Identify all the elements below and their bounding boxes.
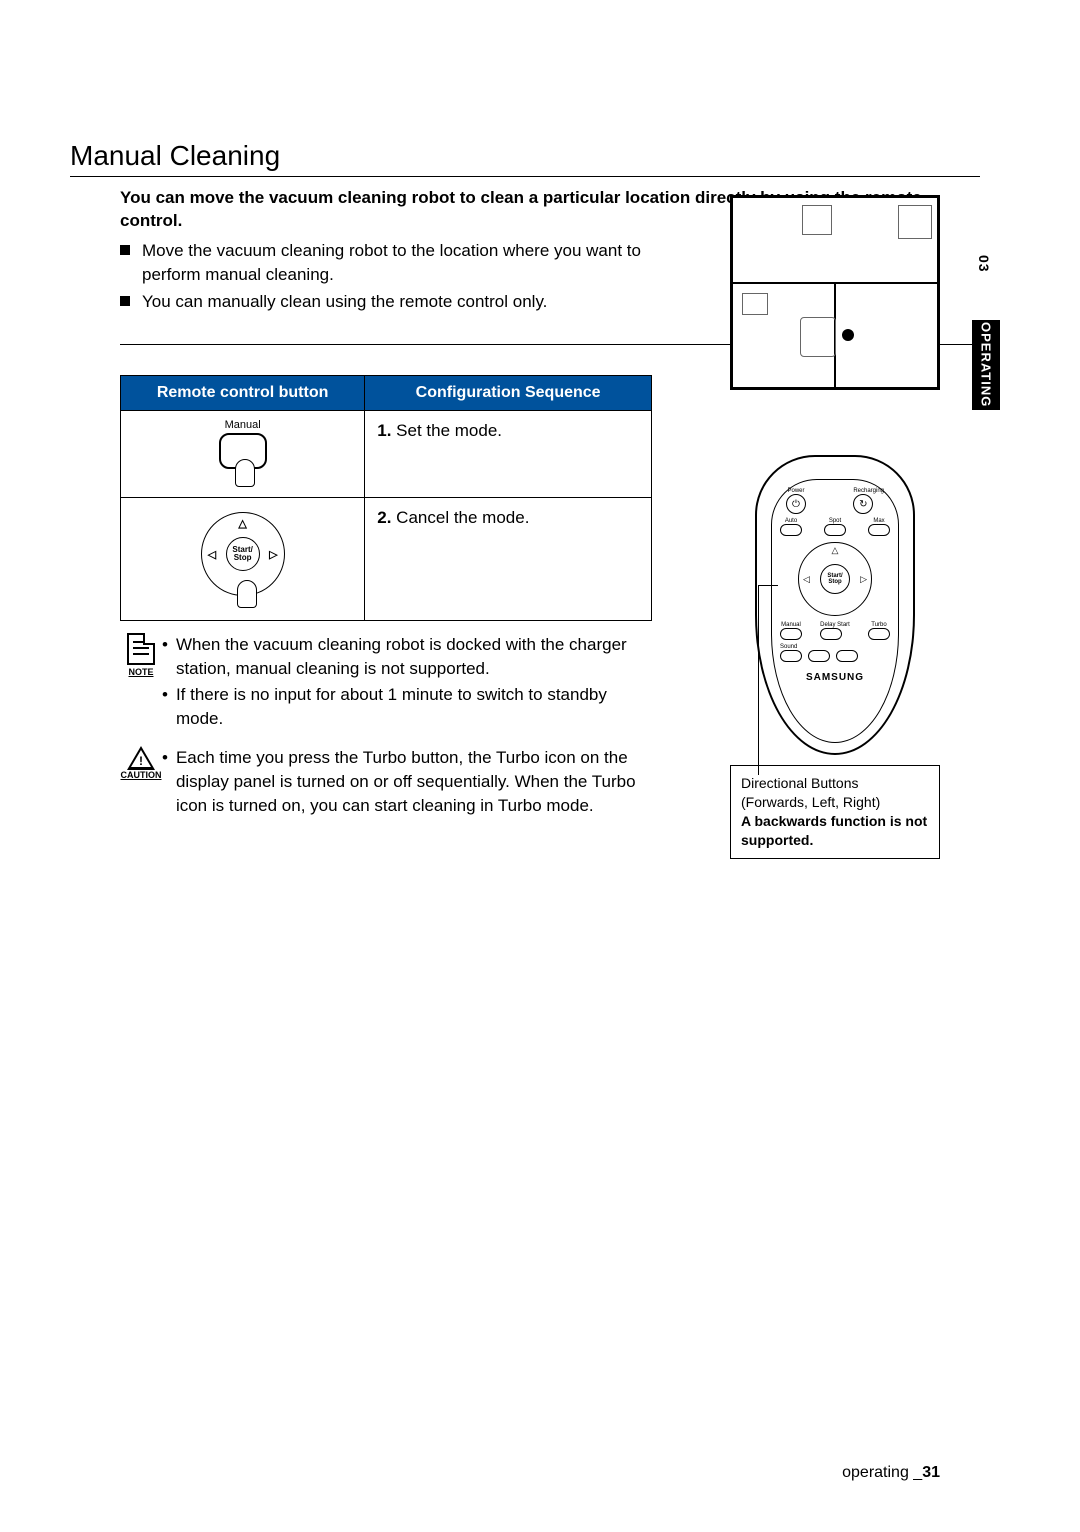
manual-button-icon xyxy=(219,433,267,469)
spot-button-icon xyxy=(824,524,846,536)
table-header: Remote control button xyxy=(121,376,365,411)
finger-press-icon xyxy=(237,580,257,608)
caution-text: Each time you press the Turbo button, th… xyxy=(176,746,642,817)
arrow-left-icon: ◁ xyxy=(803,574,810,585)
side-tab-number: 03 xyxy=(976,255,992,273)
square-bullet-icon xyxy=(120,296,130,306)
remote-label: Auto xyxy=(780,518,802,524)
turbo-button-icon xyxy=(868,628,890,640)
finger-press-icon xyxy=(235,459,255,487)
sound-button-icon xyxy=(780,650,802,662)
bullet-text: Move the vacuum cleaning robot to the lo… xyxy=(142,239,652,287)
footer-word: operating xyxy=(842,1464,909,1481)
remote-label: Turbo xyxy=(868,622,890,628)
callout-bold: A backwards function is not supported. xyxy=(741,812,929,850)
power-icon: ⏻ xyxy=(786,494,806,514)
footer-sep: _ xyxy=(913,1464,922,1481)
remote-label: Power xyxy=(786,488,806,494)
delay-button-icon xyxy=(820,628,842,640)
recharging-icon: ↻ xyxy=(853,494,873,514)
auto-button-icon xyxy=(780,524,802,536)
arrow-left-icon: ◁ xyxy=(208,548,216,561)
side-tab-label: OPERATING xyxy=(972,320,1000,410)
seq-num: 1. xyxy=(377,421,391,440)
bullet-icon: • xyxy=(162,683,168,731)
seq-text: Set the mode. xyxy=(396,421,502,440)
page-footer: operating _31 xyxy=(842,1464,940,1482)
note-label: NOTE xyxy=(120,667,162,677)
remote-label: Max xyxy=(868,518,890,524)
pill-button-icon xyxy=(836,650,858,662)
arrow-up-icon: △ xyxy=(238,517,246,530)
bullet-icon: • xyxy=(162,633,168,681)
bullet-text: You can manually clean using the remote … xyxy=(142,290,547,314)
table-header: Configuration Sequence xyxy=(365,376,652,411)
dpad-center-label: Start/ Stop xyxy=(226,537,260,571)
caution-item: • Each time you press the Turbo button, … xyxy=(162,746,642,817)
remote-label: Manual xyxy=(780,622,802,628)
footer-page: 31 xyxy=(922,1464,940,1481)
remote-label: Delay Start xyxy=(820,622,850,628)
dpad-center-label: Start/ Stop xyxy=(820,564,850,594)
callout-line xyxy=(758,585,759,775)
callout-title: Directional Buttons xyxy=(741,774,929,793)
section-title: Manual Cleaning xyxy=(70,140,980,177)
callout-line2: (Forwards, Left, Right) xyxy=(741,793,929,812)
config-table: Remote control button Configuration Sequ… xyxy=(120,375,652,621)
bullet-icon: • xyxy=(162,746,168,817)
manual-button-icon xyxy=(780,628,802,640)
remote-label: Recharging xyxy=(853,488,884,494)
arrow-up-icon: △ xyxy=(832,545,839,556)
table-row: Manual 1. Set the mode. xyxy=(121,411,652,498)
pill-button-icon xyxy=(808,650,830,662)
remote-illustration: Power ⏻ Recharging ↻ Auto Spot Max △ ◁ xyxy=(730,455,940,859)
note-text: If there is no input for about 1 minute … xyxy=(176,683,642,731)
arrow-right-icon: ▷ xyxy=(860,574,867,585)
seq-text: Cancel the mode. xyxy=(396,508,529,527)
max-button-icon xyxy=(868,524,890,536)
note-item: • If there is no input for about 1 minut… xyxy=(162,683,642,731)
brand-label: SAMSUNG xyxy=(778,672,892,683)
arrow-right-icon: ▷ xyxy=(269,548,277,561)
button-label: Manual xyxy=(125,419,360,431)
callout-line xyxy=(758,585,778,586)
caution-icon: ! xyxy=(127,746,155,770)
note-item: • When the vacuum cleaning robot is dock… xyxy=(162,633,642,681)
note-icon xyxy=(127,633,155,665)
note-text: When the vacuum cleaning robot is docked… xyxy=(176,633,642,681)
seq-num: 2. xyxy=(377,508,391,527)
table-row: △ ◁ ▷ Start/ Stop 2. Cancel the mode. xyxy=(121,498,652,621)
caution-label: CAUTION xyxy=(120,770,162,780)
square-bullet-icon xyxy=(120,245,130,255)
remote-dpad: △ ◁ ▷ Start/ Stop xyxy=(798,542,872,616)
remote-label: Spot xyxy=(824,518,846,524)
floorplan-illustration xyxy=(730,195,940,390)
callout-box: Directional Buttons (Forwards, Left, Rig… xyxy=(730,765,940,859)
